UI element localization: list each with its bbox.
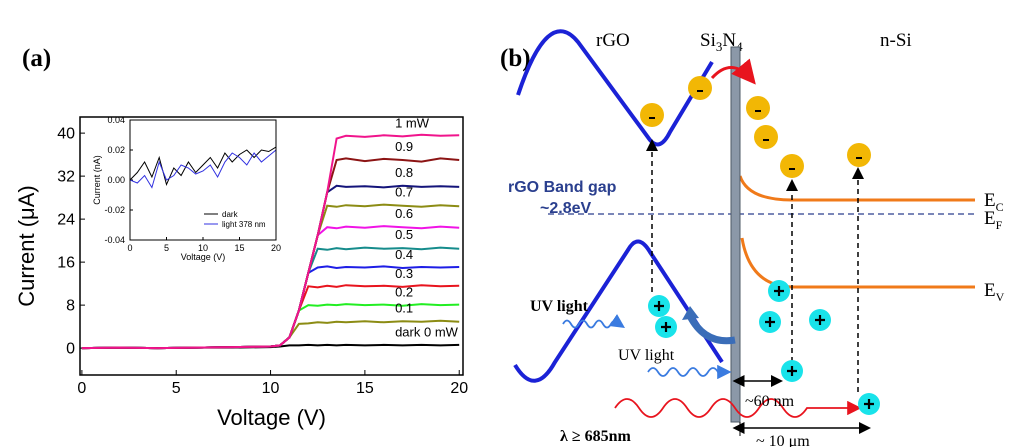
series-label: 0.7	[395, 185, 413, 200]
x-tick-label: 20	[450, 380, 468, 397]
series-label: 0.9	[395, 139, 413, 154]
plus-sign	[774, 286, 784, 296]
y-tick-label: -0.04	[104, 235, 125, 245]
electron	[640, 103, 664, 127]
uv-label: UV light	[618, 347, 675, 364]
series-group	[130, 146, 276, 189]
y-tick-label: 24	[57, 212, 75, 229]
carriers	[640, 76, 880, 415]
valence-band	[740, 237, 975, 289]
level-label: EF	[984, 208, 1003, 232]
text: E	[984, 208, 996, 229]
x-axis-label: Voltage (V)	[217, 405, 326, 430]
si3n4-layer	[730, 46, 741, 423]
panel-label: (a)	[22, 45, 51, 72]
y-tick-label: 0.00	[107, 175, 125, 185]
electron	[746, 96, 770, 120]
x-tick-label: 10	[262, 380, 280, 397]
y-tick-label: 8	[66, 298, 75, 315]
plus-sign	[765, 317, 775, 327]
hole-transfer-arrow	[686, 314, 736, 345]
y-tick-label: 0.04	[107, 115, 125, 125]
y-tick-label: -0.02	[104, 205, 125, 215]
rgo-conduction-band	[516, 29, 714, 147]
text: Si	[700, 30, 716, 51]
text: V	[996, 290, 1005, 304]
red-wave	[614, 398, 862, 418]
y-tick-label: 16	[57, 255, 75, 272]
plus-sign	[864, 399, 874, 409]
inset-chart: 0 5 10 15 20 -0.04 -0.02 0.00 0.02 0.04 Voltage (V…	[92, 115, 281, 262]
x-tick-label: 10	[198, 243, 208, 253]
uv-wave	[647, 364, 732, 380]
uv-wave	[562, 314, 625, 329]
series-label: 0.4	[395, 247, 413, 262]
x-tick-label: 15	[356, 380, 374, 397]
series-label: 0.5	[395, 227, 413, 242]
x-tick-label: 5	[172, 380, 181, 397]
text: N	[722, 30, 736, 51]
series-line	[130, 146, 276, 186]
rgo-label: rGO	[596, 30, 630, 51]
y-tick-label: 0.02	[107, 145, 125, 155]
series-label: 0.2	[395, 285, 413, 300]
series-label: 0.1	[395, 300, 413, 315]
band-gap-value: ~2.8eV	[540, 200, 591, 217]
series-line	[81, 133, 460, 350]
y-axis-label: Current (μA)	[14, 185, 39, 306]
x-tick-label: 5	[164, 243, 169, 253]
series-label: dark 0 mW	[395, 324, 459, 339]
length-label: ~ 10 μm	[756, 433, 810, 447]
y-tick-label: 0	[66, 341, 75, 358]
electron	[754, 125, 778, 149]
wavelength-label: λ ≥ 685nm	[560, 428, 632, 445]
rgo-valence-band	[513, 239, 724, 383]
conduction-band	[738, 175, 975, 202]
plus-sign	[815, 315, 825, 325]
legend-label: light 378 nm	[222, 220, 266, 229]
series-label: 0.8	[395, 165, 413, 180]
y-tick-label: 32	[57, 169, 75, 186]
width-label: ~60 nm	[745, 393, 795, 410]
plus-sign	[654, 301, 664, 311]
y-tick-label: 40	[57, 126, 75, 143]
plus-sign	[661, 322, 671, 332]
series-label: 0.3	[395, 266, 413, 281]
series-label: 1 mW	[395, 115, 430, 130]
band-diagram: (b) rGO Si3N4 n-Si EC EF EV rGO Band gap…	[500, 29, 1005, 447]
band-gap-label: rGO Band gap	[508, 179, 617, 196]
series-line	[130, 149, 276, 189]
x-tick-label: 20	[271, 243, 281, 253]
x-tick-label: 15	[234, 243, 244, 253]
uv-label: UV light	[530, 298, 589, 315]
text: F	[996, 218, 1003, 232]
transfer-arrow	[710, 58, 756, 85]
series-label: 0.6	[395, 206, 413, 221]
electron	[688, 76, 712, 100]
level-label: EV	[984, 280, 1005, 304]
nsi-label: n-Si	[880, 30, 912, 51]
x-axis-label: Voltage (V)	[181, 252, 226, 262]
electron	[847, 143, 871, 167]
plus-sign	[787, 366, 797, 376]
series-group	[81, 133, 460, 350]
x-tick-label: 0	[77, 380, 86, 397]
y-axis-label: Current (nA)	[92, 155, 102, 205]
level-label: EC	[984, 190, 1004, 214]
panel-label: (b)	[500, 45, 531, 72]
arrow-head	[682, 306, 699, 320]
legend-label: dark	[222, 210, 239, 219]
text: E	[984, 280, 996, 301]
text: E	[984, 190, 996, 211]
x-tick-label: 0	[127, 243, 132, 253]
text: C	[996, 200, 1004, 214]
text: 3	[716, 39, 723, 54]
electron	[780, 154, 804, 178]
plot-frame	[129, 119, 277, 241]
plot-frame	[79, 116, 464, 376]
